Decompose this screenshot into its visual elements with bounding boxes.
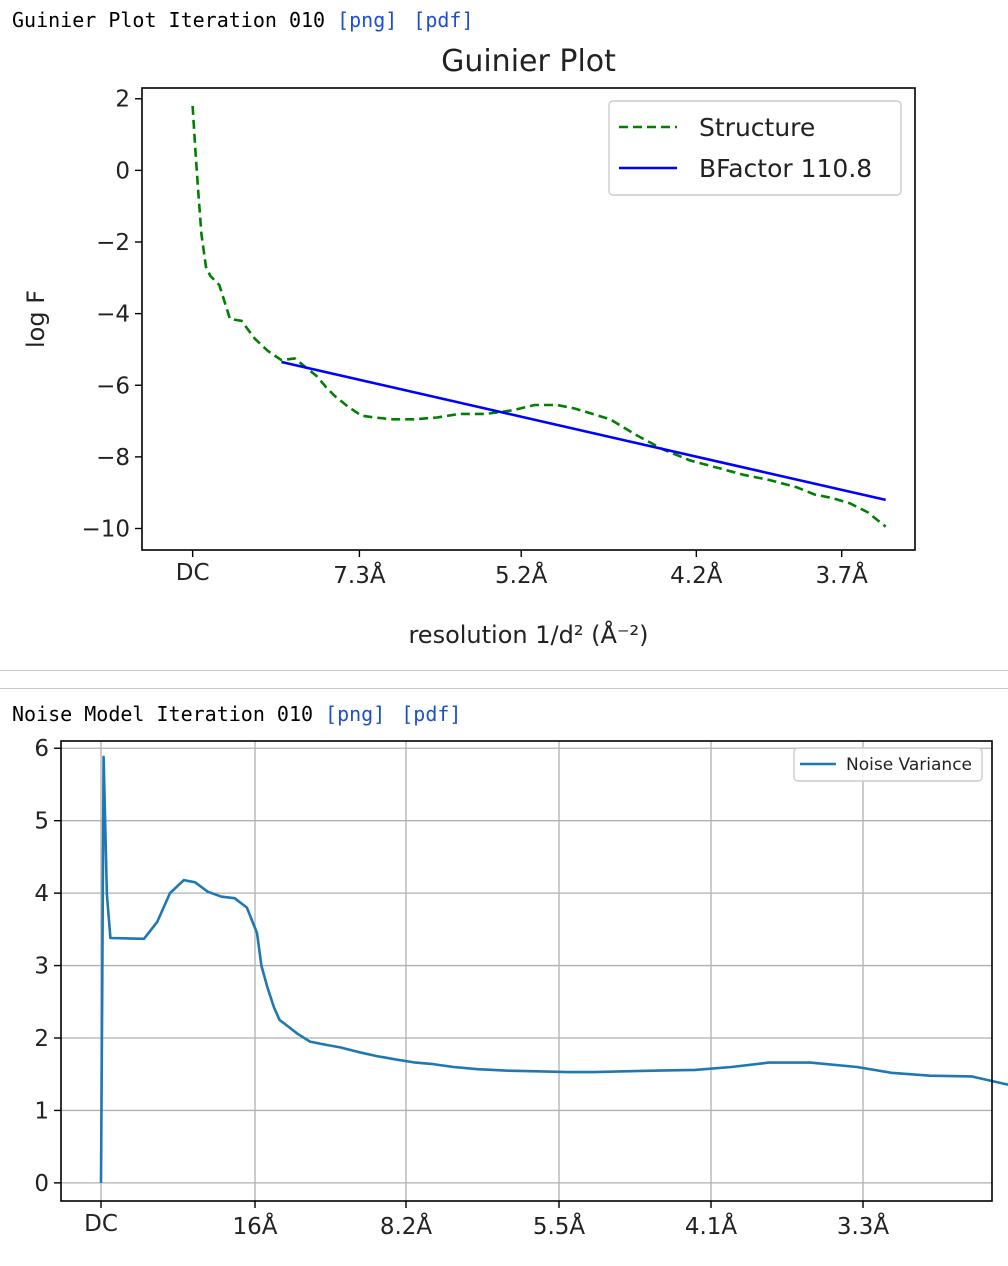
guinier-figure-title: Guinier Plot Iteration 010 bbox=[12, 8, 326, 32]
noise-png-link[interactable]: [png] bbox=[325, 702, 386, 726]
y-tick-label: −8 bbox=[96, 445, 130, 471]
y-tick-label: 2 bbox=[34, 1026, 49, 1052]
plot-frame bbox=[141, 87, 916, 551]
x-tick-label: 7.3Å bbox=[333, 561, 386, 589]
guinier-png-link[interactable]: [png] bbox=[337, 8, 398, 32]
y-tick-label: 2 bbox=[115, 87, 130, 113]
y-tick-label: −2 bbox=[96, 230, 130, 256]
legend-label: Noise Variance bbox=[846, 755, 972, 775]
series-line-structure bbox=[191, 105, 887, 528]
guinier-plot-chart: DC 7.3Å 5.2Å 4.2Å 3.7Å 2 0 −2 −4 −6 −8 −10 Guinier P… bbox=[22, 44, 916, 649]
x-tick-label: 4.1Å bbox=[685, 1212, 738, 1240]
section-divider-bottom bbox=[0, 688, 1008, 689]
legend-label: Structure bbox=[699, 113, 815, 142]
series-line-noise-variance bbox=[99, 755, 1008, 1183]
x-axis-label: resolution 1/d² (Å⁻²) bbox=[408, 620, 648, 649]
guinier-pdf-link[interactable]: [pdf] bbox=[413, 8, 474, 32]
x-tick-label: DC bbox=[84, 1211, 118, 1237]
x-tick-label: 3.3Å bbox=[837, 1212, 890, 1240]
section-divider-top bbox=[0, 670, 1008, 671]
y-tick-label: 4 bbox=[34, 881, 49, 907]
y-tick-label: 5 bbox=[34, 809, 49, 835]
y-axis-label: log F bbox=[22, 290, 50, 348]
x-tick-label: 3.7Å bbox=[816, 561, 869, 589]
x-tick-label: 5.5Å bbox=[533, 1212, 586, 1240]
y-tick-label: 0 bbox=[34, 1171, 49, 1197]
y-tick-label: −4 bbox=[96, 302, 130, 328]
noise-pdf-link[interactable]: [pdf] bbox=[401, 702, 462, 726]
legend-label: BFactor 110.8 bbox=[699, 154, 872, 183]
y-tick-label: −6 bbox=[96, 373, 130, 399]
legend-box bbox=[793, 747, 983, 782]
legend-box bbox=[608, 100, 902, 196]
x-tick-label: 5.2Å bbox=[495, 561, 548, 589]
plot-frame bbox=[60, 740, 993, 1202]
noise-figure-title: Noise Model Iteration 010 bbox=[12, 702, 314, 726]
noise-figure-header: Noise Model Iteration 010 [png] [pdf] bbox=[12, 702, 461, 726]
chart-title: Guinier Plot bbox=[441, 44, 616, 79]
x-tick-label: 16Å bbox=[232, 1212, 277, 1240]
x-tick-label: 4.2Å bbox=[670, 561, 723, 589]
y-tick-label: 1 bbox=[34, 1098, 49, 1124]
y-tick-label: −10 bbox=[81, 517, 130, 543]
x-tick-label: 8.2Å bbox=[380, 1212, 433, 1240]
series-line-bfactor-110-8 bbox=[281, 360, 886, 502]
y-tick-label: 0 bbox=[115, 158, 130, 184]
guinier-figure-header: Guinier Plot Iteration 010 [png] [pdf] bbox=[12, 8, 474, 32]
y-tick-label: 6 bbox=[34, 736, 49, 762]
y-tick-label: 3 bbox=[34, 954, 49, 980]
x-tick-label: DC bbox=[176, 560, 210, 586]
noise-model-chart: DC 16Å 8.2Å 5.5Å 4.1Å 3.3Å 0 1 2 3 4 5 6 Noise Varian… bbox=[34, 736, 1008, 1240]
